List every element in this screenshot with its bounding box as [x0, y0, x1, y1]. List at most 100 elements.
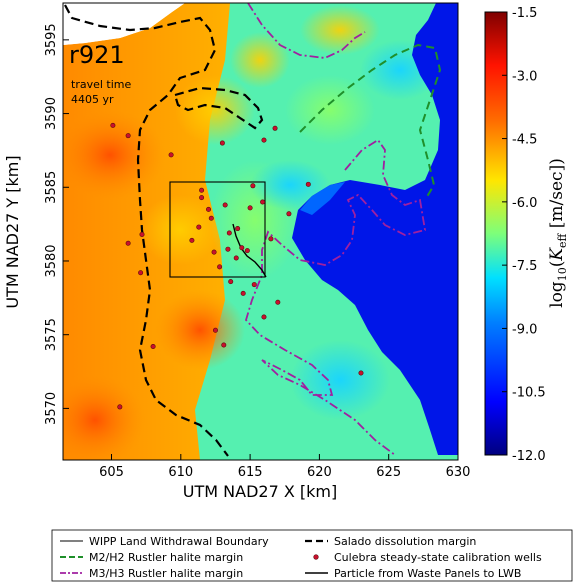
legend-swatch-calibration-wells	[313, 554, 319, 560]
legend: WIPP Land Withdrawal Boundary Salado dis…	[51, 529, 573, 582]
salado-dissolution-margin-inner	[173, 86, 264, 130]
y-tick-label: 3595	[44, 23, 59, 56]
hot-spot	[230, 32, 290, 88]
y-tick-label: 3580	[44, 244, 59, 277]
calibration-well	[233, 255, 239, 261]
x-tick-label: 605	[99, 465, 124, 480]
y-tick-label: 3570	[44, 392, 59, 425]
colorbar: -1.5 -3.0 -4.5 -6.0 -7.5 -9.0 -10.5 -12.0 log10…	[484, 6, 569, 464]
calibration-well	[286, 211, 292, 217]
colorbar-tick-label: -12.0	[512, 449, 546, 464]
low-k-fringe	[300, 182, 345, 215]
colorbar-tick-label: -9.0	[512, 322, 537, 337]
calibration-well	[251, 282, 257, 288]
hot-spot	[300, 5, 380, 55]
calibration-well	[139, 231, 145, 237]
y-tick-label: 3590	[44, 97, 59, 130]
y-tick-label: 3585	[44, 171, 59, 204]
calibration-well	[206, 206, 212, 212]
y-tick-label: 3575	[44, 318, 59, 351]
cyan-patch	[290, 340, 390, 420]
calibration-well	[199, 195, 205, 201]
x-tick-label: 610	[168, 465, 193, 480]
calibration-well	[226, 230, 232, 236]
legend-label-particle-track: Particle from Waste Panels to LWB	[334, 567, 521, 580]
y-axis: 3570 3575 3580 3585 3590 3595	[44, 23, 69, 425]
calibration-well	[228, 279, 234, 285]
particle-track	[232, 223, 267, 278]
colorbar-tick-label: -3.0	[512, 69, 537, 84]
calibration-well	[240, 290, 246, 296]
map-field	[63, 3, 458, 460]
x-tick-label: 620	[307, 465, 332, 480]
calibration-well	[168, 152, 174, 158]
legend-label-m2h2-margin: M2/H2 Rustler halite margin	[89, 551, 243, 564]
colorbar-tick-label: -1.5	[512, 6, 537, 21]
salado-dissolution-margin	[64, 4, 229, 457]
calibration-well	[217, 264, 223, 270]
x-tick-label: 625	[376, 465, 401, 480]
calibration-well	[125, 133, 131, 139]
calibration-well	[117, 404, 123, 410]
cyan-patch	[250, 160, 330, 210]
calibration-well	[212, 327, 218, 333]
calibration-well	[225, 246, 231, 252]
colorbar-tick-label: -7.5	[512, 259, 537, 274]
calibration-well	[211, 249, 217, 255]
calibration-well	[239, 245, 245, 251]
travel-time-label: travel time	[71, 78, 131, 91]
calibration-well	[272, 125, 278, 131]
hot-spot	[63, 110, 165, 200]
green-patch	[285, 75, 375, 145]
calibration-well	[275, 299, 281, 305]
calibration-wells	[110, 122, 364, 410]
calibration-well	[221, 342, 227, 348]
calibration-well	[222, 202, 228, 208]
run-label: r921	[69, 41, 125, 69]
colorbar-tick-label: -4.5	[512, 133, 537, 148]
calibration-well	[125, 240, 131, 246]
low-k-region	[292, 3, 458, 455]
calibration-well	[150, 343, 156, 349]
calibration-well	[358, 370, 364, 376]
travel-time-value: 4405 yr	[71, 93, 114, 106]
colorbar-label: log10(Keff [m/sec])	[547, 158, 569, 308]
calibration-well	[260, 199, 266, 205]
m3h3-halite-margin	[244, 3, 427, 456]
calibration-well	[235, 226, 241, 232]
contours	[64, 3, 442, 457]
hot-spot	[63, 375, 145, 460]
m2h2-halite-margin	[299, 43, 442, 201]
calibration-well	[261, 137, 267, 143]
calibration-well	[261, 314, 267, 320]
y-axis-label: UTM NAD27 Y [km]	[3, 155, 22, 308]
colorbar-gradient	[484, 11, 508, 456]
calibration-well	[199, 187, 205, 193]
colorbar-ticks: -1.5 -3.0 -4.5 -6.0 -7.5 -9.0 -10.5 -12.0	[502, 6, 546, 464]
colorbar-tick-label: -10.5	[512, 386, 546, 401]
calibration-well	[268, 236, 274, 242]
calibration-well	[305, 181, 311, 187]
colorbar-tick-label: -6.0	[512, 196, 537, 211]
hot-spot	[155, 290, 245, 370]
x-axis: 605 610 615 620 625 630	[99, 454, 470, 480]
wipp-land-withdrawal-boundary	[169, 181, 266, 278]
legend-label-salado-margin: Salado dissolution margin	[334, 535, 476, 548]
calibration-well	[138, 270, 144, 276]
calibration-well	[247, 205, 253, 211]
legend-label-wipp-boundary: WIPP Land Withdrawal Boundary	[89, 535, 269, 548]
x-tick-label: 630	[446, 465, 471, 480]
calibration-well	[196, 224, 202, 230]
legend-label-m3h3-margin: M3/H3 Rustler halite margin	[89, 567, 243, 580]
no-data-region	[63, 3, 185, 45]
calibration-well	[244, 248, 250, 254]
calibration-well	[219, 140, 225, 146]
calibration-well	[189, 237, 195, 243]
x-axis-label: UTM NAD27 X [km]	[183, 482, 337, 501]
plot-frame	[62, 2, 459, 461]
hot-spot	[140, 195, 220, 265]
calibration-well	[208, 215, 214, 221]
legend-label-calibration-wells: Culebra steady-state calibration wells	[334, 551, 542, 564]
x-tick-label: 615	[238, 465, 263, 480]
